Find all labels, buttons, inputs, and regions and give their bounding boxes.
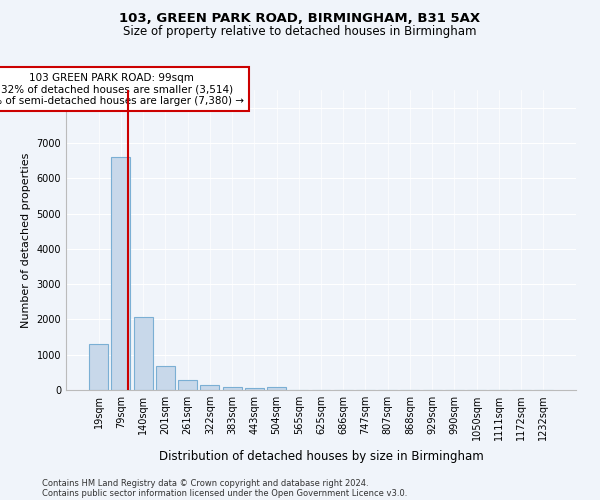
Text: 103, GREEN PARK ROAD, BIRMINGHAM, B31 5AX: 103, GREEN PARK ROAD, BIRMINGHAM, B31 5A… xyxy=(119,12,481,26)
Bar xyxy=(200,386,219,390)
Text: Contains HM Land Registry data © Crown copyright and database right 2024.: Contains HM Land Registry data © Crown c… xyxy=(42,478,368,488)
Text: Distribution of detached houses by size in Birmingham: Distribution of detached houses by size … xyxy=(158,450,484,463)
Text: 103 GREEN PARK ROAD: 99sqm
← 32% of detached houses are smaller (3,514)
67% of s: 103 GREEN PARK ROAD: 99sqm ← 32% of deta… xyxy=(0,72,244,106)
Y-axis label: Number of detached properties: Number of detached properties xyxy=(21,152,31,328)
Bar xyxy=(112,157,130,390)
Text: Size of property relative to detached houses in Birmingham: Size of property relative to detached ho… xyxy=(123,25,477,38)
Text: Contains public sector information licensed under the Open Government Licence v3: Contains public sector information licen… xyxy=(42,488,407,498)
Bar xyxy=(267,387,286,390)
Bar xyxy=(134,318,152,390)
Bar xyxy=(178,380,197,390)
Bar xyxy=(89,344,108,390)
Bar xyxy=(245,388,264,390)
Bar xyxy=(156,366,175,390)
Bar xyxy=(223,387,242,390)
